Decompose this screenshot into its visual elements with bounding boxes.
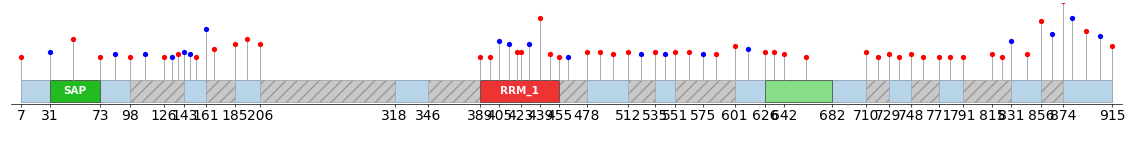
Bar xyxy=(939,80,963,102)
Bar xyxy=(20,80,1113,102)
Bar xyxy=(480,80,560,102)
Bar xyxy=(832,80,866,102)
Bar xyxy=(765,80,832,102)
Bar xyxy=(888,80,911,102)
Bar xyxy=(235,80,261,102)
Bar xyxy=(100,80,130,102)
Bar xyxy=(587,80,628,102)
Bar xyxy=(734,80,765,102)
Bar xyxy=(50,80,100,102)
Bar xyxy=(655,80,674,102)
Bar xyxy=(1063,80,1113,102)
Bar xyxy=(1011,80,1041,102)
Bar xyxy=(394,80,428,102)
Bar xyxy=(20,80,50,102)
Text: SAP: SAP xyxy=(63,86,86,96)
Text: RRM_1: RRM_1 xyxy=(500,86,539,96)
Bar xyxy=(185,80,206,102)
